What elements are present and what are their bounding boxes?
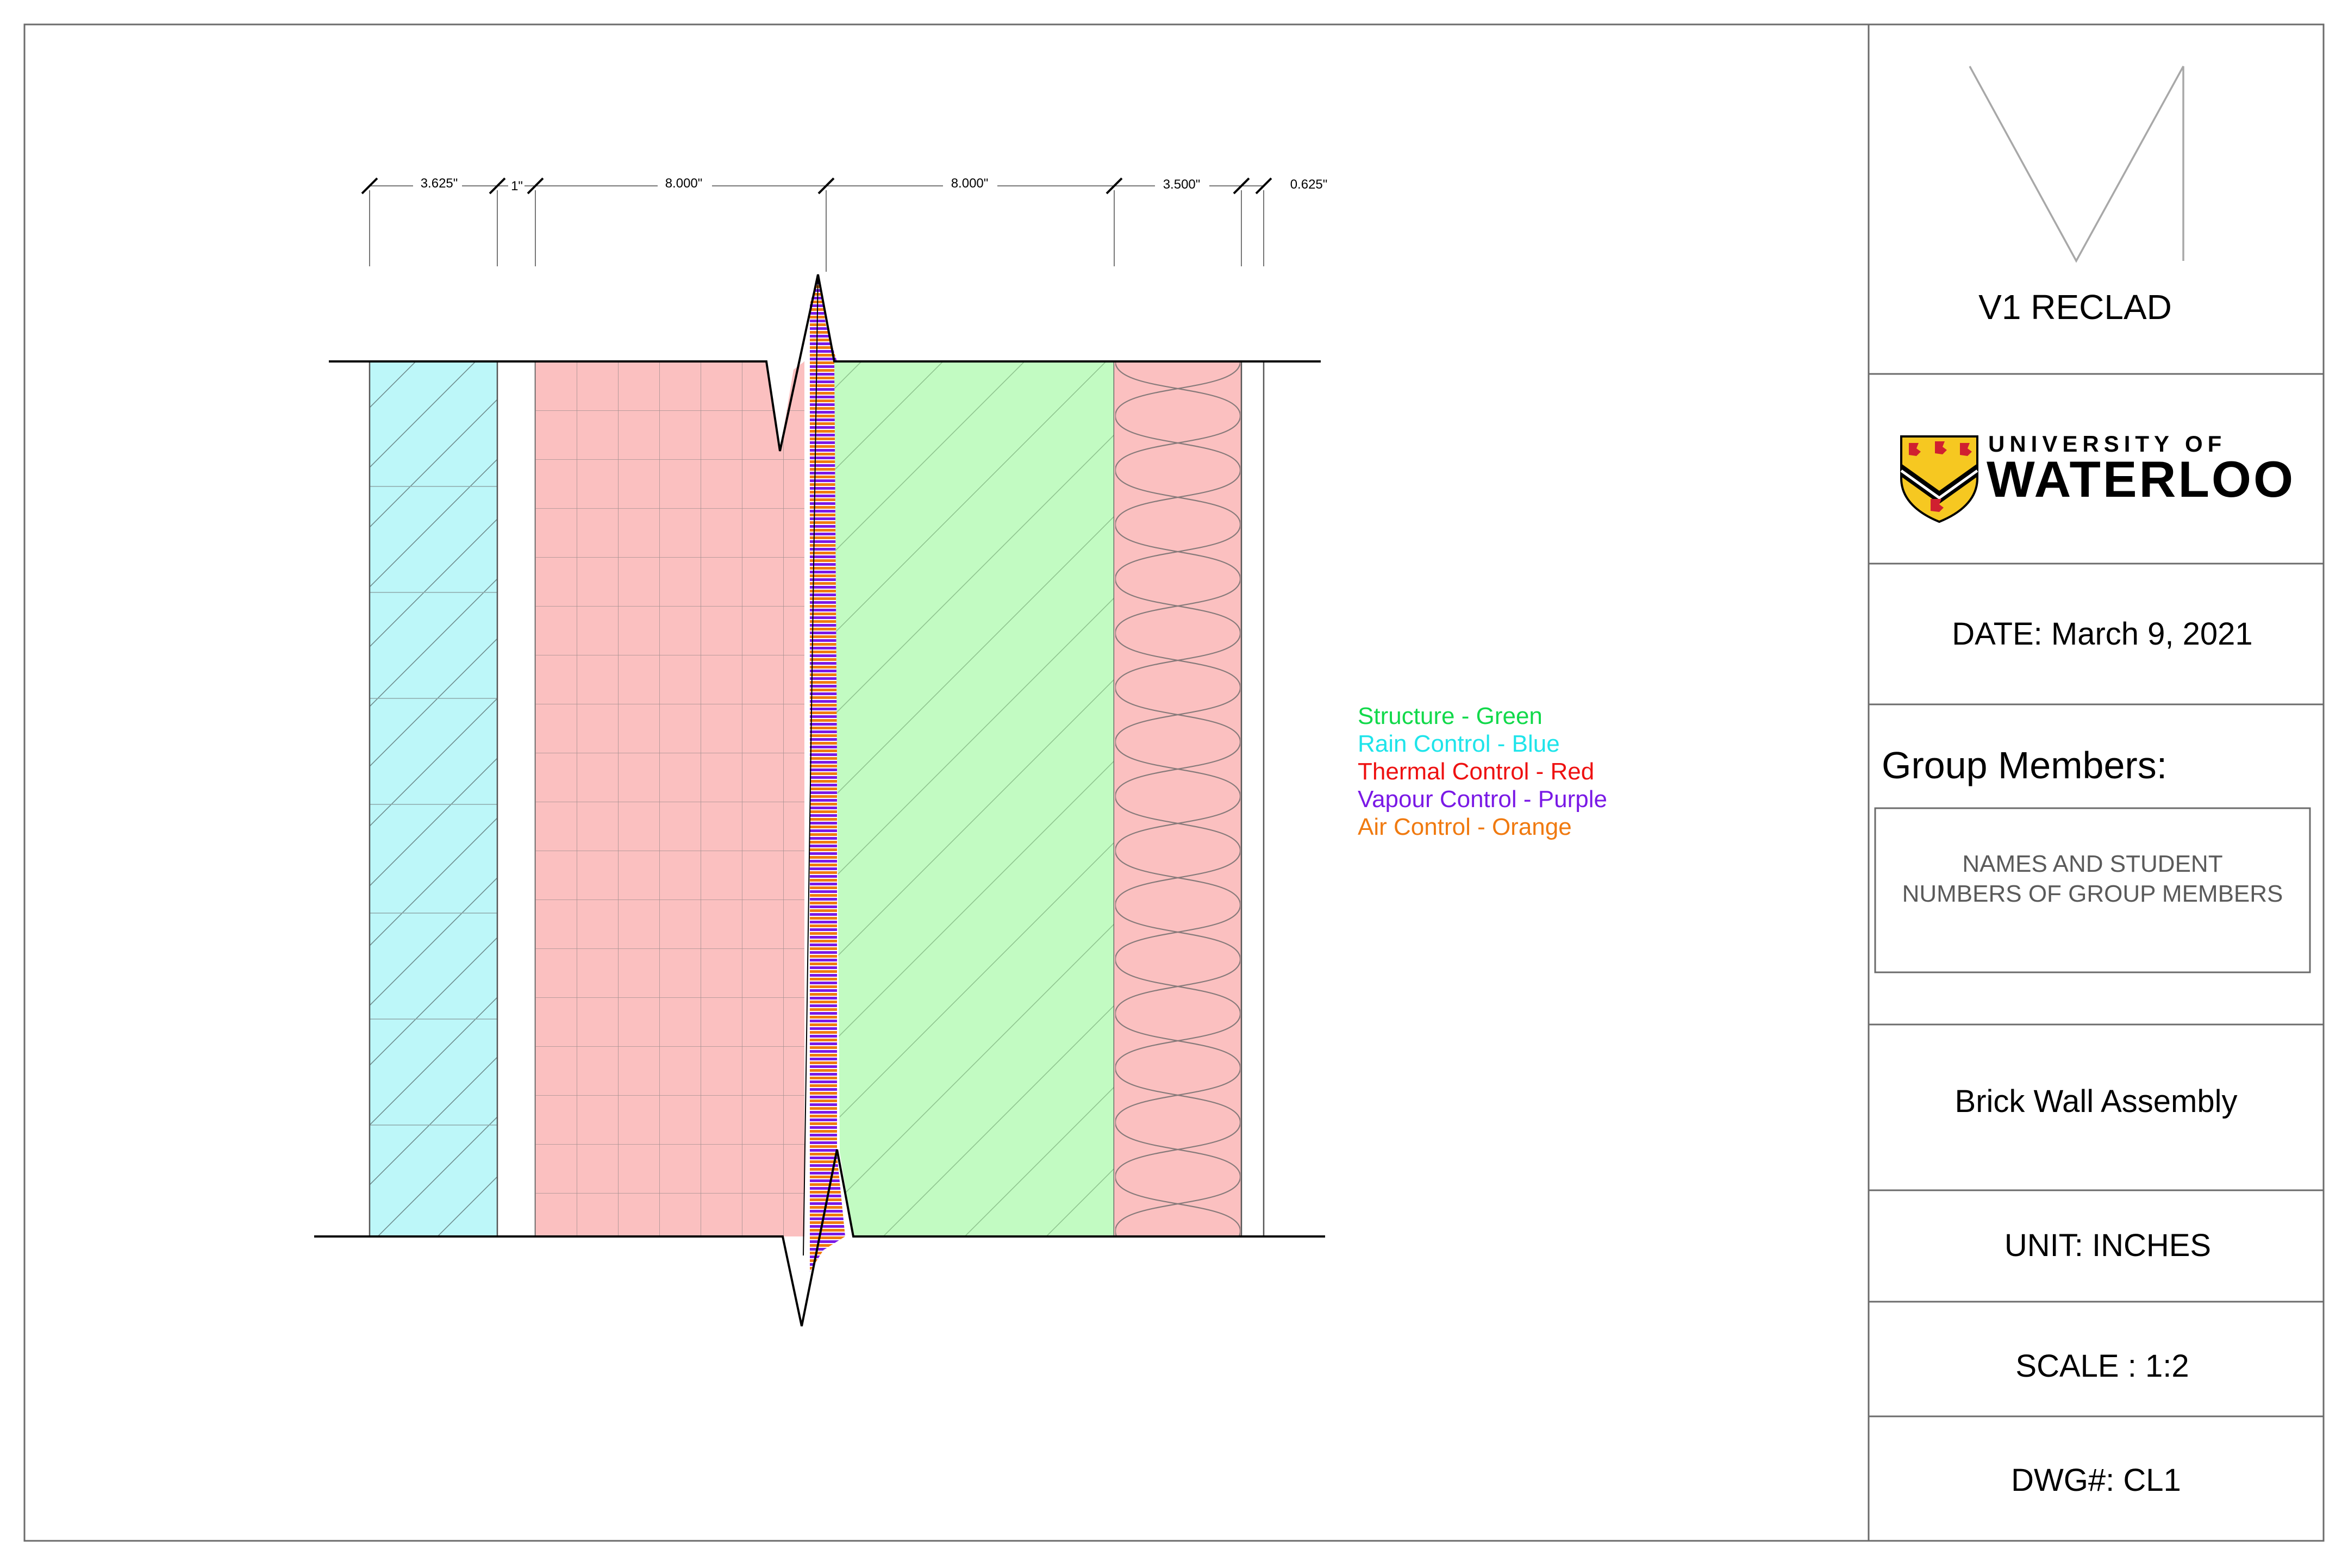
v-monogram-icon — [1969, 66, 2184, 263]
thermal-control-board — [535, 361, 804, 1236]
dimension-label: 8.000" — [951, 176, 989, 191]
group-placeholder-line-1: NAMES AND STUDENT — [1962, 851, 2223, 877]
dimension-string: 3.625" 1" 8.000" 8.000" 3.500" 0.625" — [361, 173, 1332, 272]
logo-line-2: WATERLOO — [1987, 451, 2296, 508]
date-label: DATE: March 9, 2021 — [1952, 616, 2253, 652]
dimension-label: 3.625" — [421, 176, 458, 191]
logo-line-1: UNIVERSITY OF — [1988, 431, 2227, 457]
unit-label: UNIT: INCHES — [2004, 1228, 2212, 1263]
legend-item-rain: Rain Control - Blue — [1358, 730, 1560, 757]
legend-item-air: Air Control - Orange — [1358, 814, 1572, 840]
dimension-label: 0.625" — [1290, 177, 1328, 192]
group-members-box — [1874, 807, 2311, 973]
legend-item-vapour: Vapour Control - Purple — [1358, 786, 1607, 813]
dimension-label: 3.500" — [1163, 177, 1201, 192]
group-heading: Group Members: — [1882, 744, 2168, 786]
dimension-label: 1" — [511, 179, 523, 193]
batt-insulation-pattern — [1114, 361, 1242, 1236]
dimension-label: 8.000" — [665, 176, 703, 191]
group-placeholder-line-2: NUMBERS OF GROUP MEMBERS — [1902, 880, 2283, 907]
legend-item-thermal: Thermal Control - Red — [1358, 758, 1595, 785]
structure-layer — [834, 361, 1115, 1236]
scale-label: SCALE : 1:2 — [2015, 1348, 2189, 1384]
waterloo-crest-icon — [1900, 435, 1978, 523]
sheet-border — [23, 23, 2325, 1542]
break-line-symbol — [314, 274, 1325, 1327]
rain-control-layer — [369, 361, 498, 1236]
title-block-rows — [1869, 373, 2324, 1417]
legend: Structure - Green Rain Control - Blue Th… — [1358, 702, 1607, 841]
drawing-title: Brick Wall Assembly — [1954, 1084, 2238, 1119]
legend-item-structure: Structure - Green — [1358, 703, 1543, 729]
dwg-number: DWG#: CL1 — [2011, 1463, 2181, 1498]
project-name: V1 RECLAD — [1978, 288, 2172, 327]
